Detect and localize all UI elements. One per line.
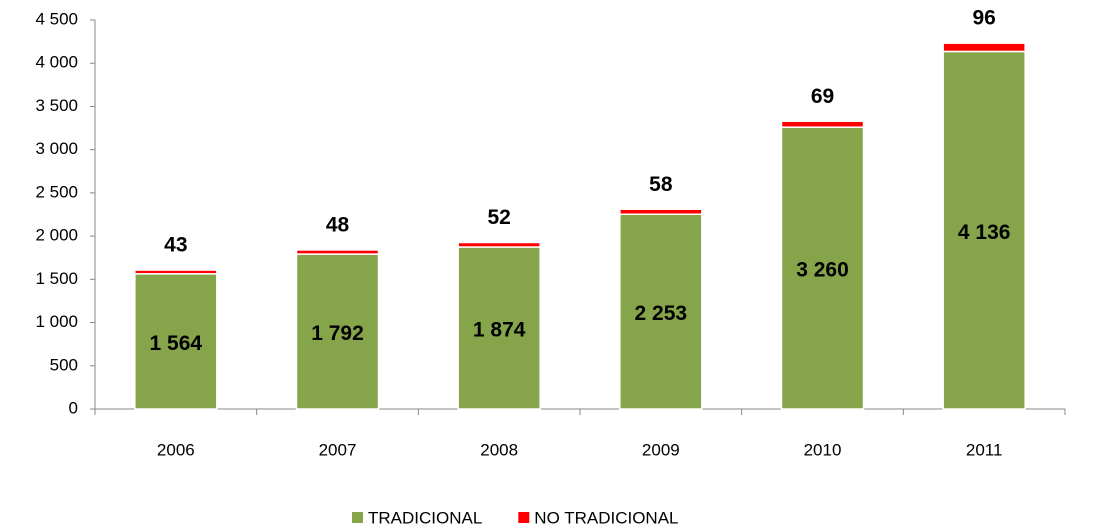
bar-segment xyxy=(780,120,865,128)
bar-segment xyxy=(134,269,218,275)
legend-swatch xyxy=(518,512,530,523)
y-tick-label: 0 xyxy=(69,398,78,417)
legend-swatch xyxy=(352,512,363,523)
x-tick-label: 2008 xyxy=(480,440,518,459)
x-tick-label: 2009 xyxy=(642,440,680,459)
data-label: 4 136 xyxy=(958,221,1011,244)
y-tick-label: 1 500 xyxy=(35,269,78,288)
y-tick-label: 2 000 xyxy=(35,226,78,245)
x-tick-label: 2011 xyxy=(966,440,1003,459)
y-tick-label: 4 500 xyxy=(35,9,78,28)
data-label: 1 564 xyxy=(150,332,203,355)
y-tick-label: 500 xyxy=(50,355,78,374)
y-tick-label: 3 500 xyxy=(35,96,78,115)
x-tick-label: 2006 xyxy=(157,440,195,459)
bar-segment xyxy=(942,50,1026,410)
data-label: 48 xyxy=(326,213,350,236)
legend-label: NO TRADICIONAL xyxy=(534,508,678,527)
data-label: 3 260 xyxy=(796,259,849,282)
bar-segment xyxy=(942,42,1026,53)
data-label: 43 xyxy=(164,234,187,257)
y-tick-label: 1 000 xyxy=(35,312,78,331)
data-label: 52 xyxy=(487,206,510,229)
y-tick-label: 3 000 xyxy=(35,139,78,158)
data-label: 69 xyxy=(811,85,834,108)
bar-segment xyxy=(619,213,703,410)
legend-label: TRADICIONAL xyxy=(368,508,482,527)
y-tick-label: 4 000 xyxy=(35,53,78,72)
data-label: 1 874 xyxy=(473,319,526,342)
bar-segment xyxy=(457,241,541,248)
bar-segment xyxy=(619,208,703,215)
bar-segment xyxy=(457,246,541,410)
data-label: 96 xyxy=(972,7,995,30)
data-label: 58 xyxy=(649,173,673,196)
x-tick-label: 2010 xyxy=(804,440,842,459)
y-tick-label: 2 500 xyxy=(35,182,78,201)
bar-segment xyxy=(295,253,380,410)
bar-segment xyxy=(780,126,865,410)
x-tick-label: 2007 xyxy=(319,440,357,459)
data-label: 1 792 xyxy=(311,322,364,345)
bar-segment xyxy=(295,249,380,255)
data-label: 2 253 xyxy=(635,302,688,325)
